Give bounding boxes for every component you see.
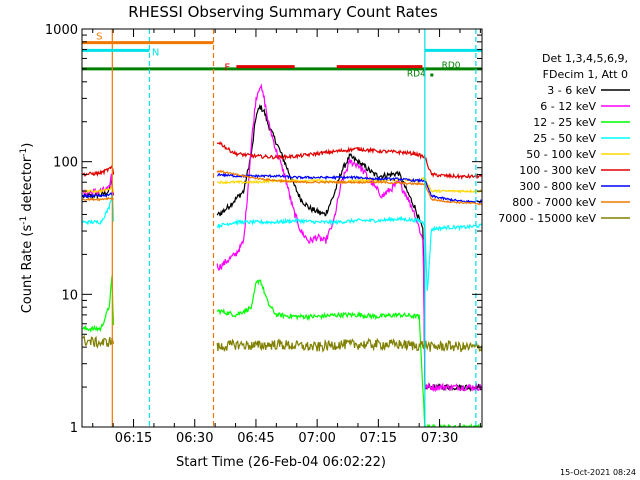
legend-label-1: 3 - 6 keV: [547, 84, 596, 97]
y-axis-label-main: Count Rate (s: [20, 225, 35, 314]
flag-label-1: S: [96, 32, 102, 43]
y-axis-label-close: ): [20, 143, 35, 148]
legend-label-2: 6 - 12 keV: [540, 100, 596, 113]
legend-label-7: 300 - 800 keV: [519, 180, 596, 193]
legend-label-9: 7000 - 15000 keV: [498, 212, 596, 225]
series-line-7-seg-1: [82, 190, 115, 199]
y-axis-label-exponent: -1: [19, 216, 29, 225]
legend: Det 1,3,4,5,6,9, FDecim 1, Att 0 3 - 6 keV…: [498, 52, 630, 225]
plot-layer: RD0 RD4 S N F: [82, 29, 482, 427]
y-tick-label-3: 100: [53, 156, 78, 171]
series-line-5-seg-1: [82, 185, 115, 194]
plot-frame: [81, 28, 483, 428]
y-tick-label-4: 1000: [45, 23, 78, 38]
attenuator-label-1: RD0: [442, 61, 461, 71]
series-line-4-seg-1: [82, 193, 115, 226]
legend-header-1: Det 1,3,4,5,6,9,: [542, 52, 628, 65]
series-line-8-seg-2: [216, 169, 482, 206]
attenuator-label-2: RD4: [407, 69, 426, 79]
series-line-4-seg-2: [216, 215, 482, 291]
legend-label-5: 50 - 100 keV: [526, 148, 596, 161]
flag-label-2: N: [152, 47, 159, 58]
x-tick-label-3: 06:45: [237, 431, 274, 446]
y-tick-label-2: 10: [61, 288, 78, 303]
series-line-3-seg-1: [82, 275, 115, 334]
x-tick-label-2: 06:30: [176, 431, 213, 446]
series-line-9-seg-2: [216, 337, 482, 353]
series-line-6-seg-1: [82, 165, 115, 177]
y-axis-label-rest: detector: [20, 156, 35, 216]
x-tick-label-5: 07:15: [360, 431, 397, 446]
flag-label-3: F: [224, 63, 230, 74]
series-line-9-seg-1: [82, 334, 115, 349]
legend-header-2: FDecim 1, Att 0: [543, 68, 628, 81]
legend-label-4: 25 - 50 keV: [533, 132, 596, 145]
x-axis: 06:15 06:30 06:45 07:00 07:15 07:30: [92, 29, 481, 446]
legend-label-8: 800 - 7000 keV: [512, 196, 596, 209]
y-tick-label-1: 1: [70, 421, 78, 436]
timestamp: 15-Oct-2021 08:24: [560, 468, 636, 477]
y-axis-label-exponent-2: -1: [19, 148, 29, 157]
chart-title: RHESSI Observing Summary Count Rates: [128, 3, 438, 21]
attenuator-marker: [430, 73, 434, 77]
x-tick-label-6: 07:30: [421, 431, 458, 446]
y-axis: 1 10 100 1000: [45, 23, 482, 436]
x-axis-label: Start Time (26-Feb-04 06:02:22): [176, 455, 386, 470]
legend-label-3: 12 - 25 keV: [533, 116, 596, 129]
y-axis-label: Count Rate (s-1 detector-1): [19, 143, 35, 314]
x-tick-label-1: 06:15: [115, 431, 152, 446]
x-tick-label-4: 07:00: [298, 431, 335, 446]
plot-area: RD0 RD4 S N F: [82, 29, 482, 427]
series-line-7-seg-2: [217, 172, 482, 204]
series-line-3-seg-2: [216, 279, 482, 427]
series-line-5-seg-2: [216, 176, 482, 194]
series-line-2-seg-2: [216, 83, 482, 393]
series-line-8-seg-1: [82, 196, 115, 202]
legend-label-6: 100 - 300 keV: [519, 164, 596, 177]
series-line-6-seg-2: [216, 141, 482, 180]
